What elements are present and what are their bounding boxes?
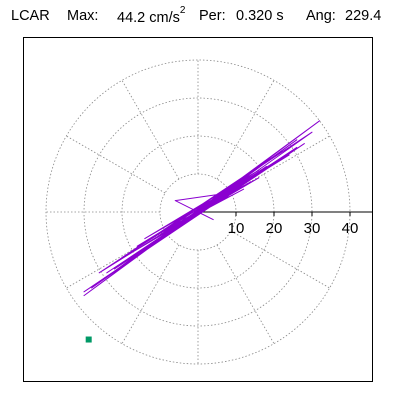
acceleration-trace-1 — [83, 120, 321, 297]
record-header: LCAR Max: 44.2 cm/s2 Per: 0.320 s Ang: 2… — [0, 5, 400, 32]
max-label: Max: — [67, 8, 99, 24]
station-code: LCAR — [11, 8, 50, 24]
max-value-group: 44.2 cm/s2 — [117, 5, 186, 26]
ang-value: 229.4 — [345, 8, 382, 24]
grid-spoke-300 — [216, 244, 275, 344]
plot-frame — [23, 37, 373, 382]
marker-layer — [85, 336, 92, 343]
grid-spoke-330 — [230, 230, 330, 289]
axes — [198, 211, 373, 216]
max-value: 44.2 cm/s — [117, 9, 180, 26]
radial-tick-label-30: 30 — [304, 220, 321, 237]
per-label: Per: — [199, 8, 226, 24]
per-value: 0.320 s — [236, 8, 284, 24]
max-unit-exponent: 2 — [179, 5, 186, 16]
radial-tick-labels: 10 20 30 40 — [228, 220, 359, 237]
trace-layer — [83, 120, 321, 297]
radial-tick-label-40: 40 — [342, 220, 359, 237]
radial-tick-label-20: 20 — [266, 220, 283, 237]
grid-spoke-120 — [121, 80, 180, 180]
grid-spoke-150 — [66, 135, 166, 194]
ang-label: Ang: — [306, 8, 336, 24]
peak-marker — [85, 336, 92, 343]
grid-spoke-60 — [216, 80, 275, 180]
radial-tick-label-10: 10 — [228, 220, 245, 237]
grid-spoke-240 — [121, 244, 180, 344]
